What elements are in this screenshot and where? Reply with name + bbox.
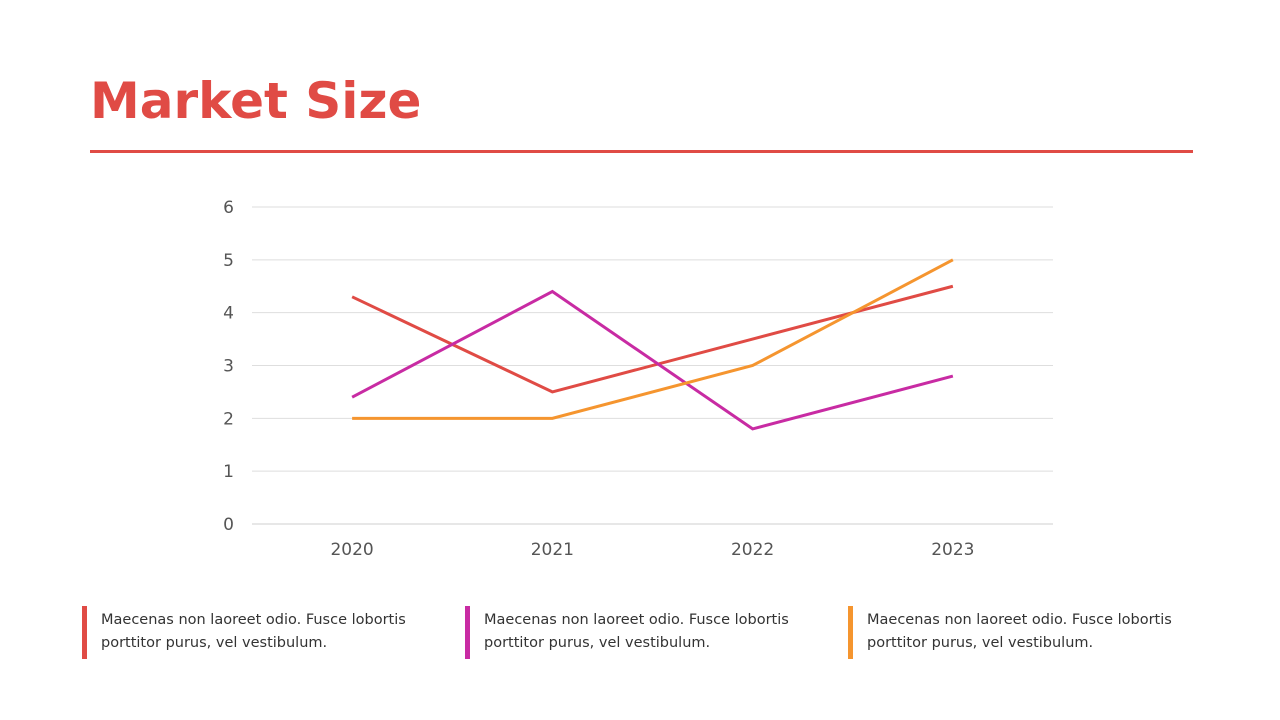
y-tick-label: 2 [223, 409, 234, 429]
page-title: Market Size [90, 72, 422, 130]
x-tick-label: 2023 [931, 540, 974, 560]
note-3-accent-bar [848, 606, 853, 659]
note-2-accent-bar [465, 606, 470, 659]
series-line-3 [352, 258, 954, 420]
note-2: Maecenas non laoreet odio. Fusce loborti… [465, 606, 810, 659]
y-tick-label: 6 [223, 198, 234, 218]
note-1-text: Maecenas non laoreet odio. Fusce loborti… [101, 612, 406, 651]
note-1-accent-bar [82, 606, 87, 659]
x-axis-ticks: 2020 2021 2022 2023 [330, 540, 974, 560]
x-tick-label: 2020 [330, 540, 373, 560]
series-line-1 [351, 284, 954, 394]
y-axis-ticks: 0 1 2 3 4 5 6 [223, 198, 234, 535]
x-tick-label: 2022 [731, 540, 774, 560]
y-tick-label: 3 [223, 357, 234, 377]
y-tick-label: 1 [223, 462, 234, 482]
y-tick-label: 0 [223, 515, 234, 535]
note-3: Maecenas non laoreet odio. Fusce loborti… [848, 606, 1193, 659]
series-layer [351, 258, 954, 431]
note-1: Maecenas non laoreet odio. Fusce loborti… [82, 606, 427, 659]
note-2-text: Maecenas non laoreet odio. Fusce loborti… [484, 612, 789, 651]
y-tick-label: 5 [223, 251, 234, 271]
series-line-2 [351, 289, 954, 431]
y-tick-label: 4 [223, 304, 234, 324]
note-3-text: Maecenas non laoreet odio. Fusce loborti… [867, 612, 1172, 651]
x-tick-label: 2021 [531, 540, 574, 560]
title-divider [90, 150, 1193, 153]
